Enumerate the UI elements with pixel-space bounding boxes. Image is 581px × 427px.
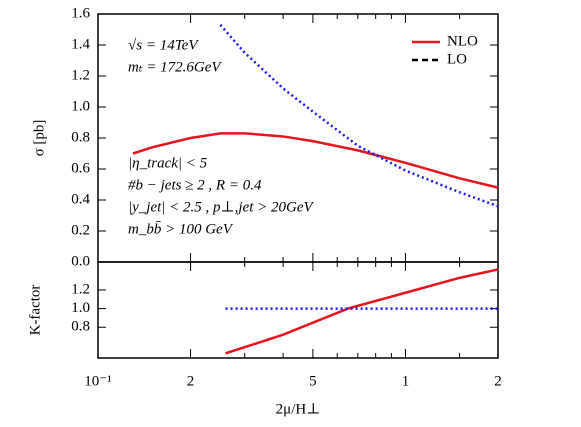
y-tick-label: 1.2 xyxy=(71,67,90,83)
y-tick-label: 0.2 xyxy=(71,222,90,238)
annotation: |η_track| < 5 xyxy=(128,155,208,171)
x-tick-label: 2 xyxy=(187,373,195,389)
y-tick-label: 1.4 xyxy=(71,36,90,52)
y-tick-label: 1.6 xyxy=(71,5,90,21)
y-axis-label: σ [pb] xyxy=(31,120,47,157)
y-tick-label: 1.0 xyxy=(71,300,90,316)
series-line xyxy=(219,24,499,208)
legend-label: NLO xyxy=(447,33,478,49)
y-tick-label: 0.8 xyxy=(71,129,90,145)
annotation: |y_jet| < 2.5 , p⊥,jet > 20GeV xyxy=(128,199,314,215)
x-tick-label: 10⁻¹ xyxy=(84,373,111,389)
y-tick-label: 0.8 xyxy=(71,319,90,335)
y-tick-label: 0.4 xyxy=(71,191,90,207)
x-tick-label: 5 xyxy=(309,373,317,389)
x-tick-label: 2 xyxy=(494,373,502,389)
x-axis-label: 2μ/H⊥ xyxy=(276,401,321,417)
series-line xyxy=(225,268,499,355)
legend-label: LO xyxy=(447,51,467,67)
annotation: mₜ = 172.6GeV xyxy=(128,59,222,75)
x-tick-label: 1 xyxy=(402,373,410,389)
annotation: m_bb̄ > 100 GeV xyxy=(128,221,234,237)
annotation: √s = 14TeV xyxy=(128,37,199,53)
y-tick-label: 0.0 xyxy=(71,253,90,269)
y-tick-label: 0.6 xyxy=(71,160,90,176)
series-line xyxy=(132,132,499,189)
annotation: #b − jets ≥ 2 , R = 0.4 xyxy=(128,177,262,193)
y-axis-label: K-factor xyxy=(27,285,43,336)
y-tick-label: 1.2 xyxy=(71,281,90,297)
bottom-frame xyxy=(97,261,499,359)
y-tick-label: 1.0 xyxy=(71,98,90,114)
